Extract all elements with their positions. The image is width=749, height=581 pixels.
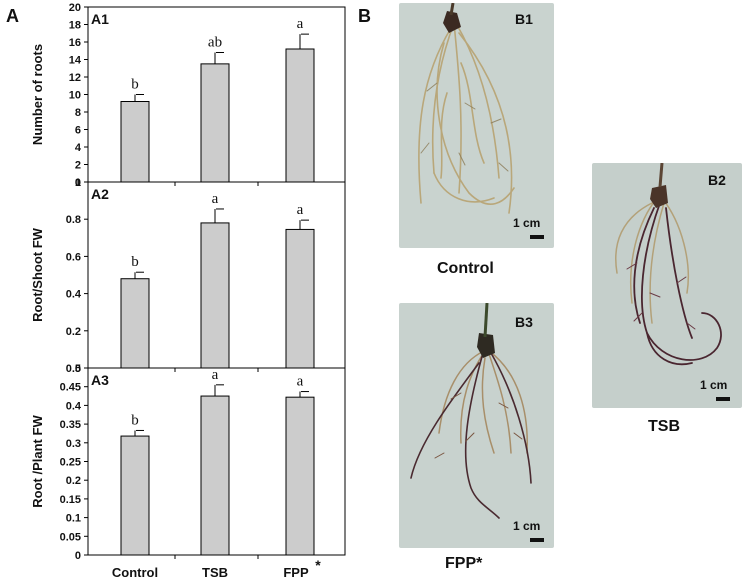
significance-letter-A1: a bbox=[297, 16, 304, 32]
photo-b1-control-roots bbox=[399, 3, 554, 248]
y-tick-label-A1: 8 bbox=[75, 107, 81, 119]
root-illustration-icon bbox=[399, 303, 554, 548]
y-tick-label-A1: 20 bbox=[69, 2, 81, 14]
panel-letter-a: A bbox=[6, 6, 19, 26]
y-tick-label-A3: 0.3 bbox=[66, 438, 81, 450]
y-tick-label-A1: 16 bbox=[69, 37, 81, 49]
photo-b1-scale-label: 1 cm bbox=[513, 216, 541, 230]
significance-letter-A2: a bbox=[212, 191, 219, 207]
y-tick-label-A3: 0.25 bbox=[60, 457, 81, 469]
y-axis-label-A2: Root/Shoot FW bbox=[30, 227, 45, 322]
bar-A1-control bbox=[120, 101, 150, 183]
photo-b2-scale-label: 1 cm bbox=[700, 378, 728, 392]
y-axis-label-A1: Number of roots bbox=[30, 44, 45, 145]
significance-letter-A2: b bbox=[131, 254, 139, 270]
photo-b1-caption: Control bbox=[437, 260, 494, 277]
significance-letter-A3: a bbox=[212, 367, 219, 383]
significance-letter-A3: a bbox=[297, 374, 304, 390]
bar-A2-fpp bbox=[285, 228, 315, 369]
y-tick-label-A3: 0.15 bbox=[60, 494, 81, 506]
y-tick-label-A1: 12 bbox=[69, 72, 81, 84]
bar-A3-tsb bbox=[200, 395, 230, 556]
bar-A1-fpp bbox=[285, 48, 315, 183]
subpanel-label-A2: A2 bbox=[91, 186, 109, 202]
y-tick-label-A1: 4 bbox=[75, 142, 82, 154]
y-tick-label-A1: 2 bbox=[75, 160, 81, 172]
y-tick-label-A2: 0.2 bbox=[66, 326, 81, 338]
significance-letter-A2: a bbox=[297, 202, 304, 218]
photo-b3-scale-label: 1 cm bbox=[513, 519, 541, 533]
subpanel-label-A3: A3 bbox=[91, 372, 109, 388]
bar-A2-control bbox=[120, 278, 150, 369]
photo-b2-caption: TSB bbox=[648, 418, 680, 435]
photo-b2-scale-bar bbox=[716, 397, 730, 401]
y-tick-label-A3: 0.45 bbox=[60, 382, 81, 394]
photo-b3-fpp-roots bbox=[399, 303, 554, 548]
y-tick-label-A3: 0.2 bbox=[66, 475, 81, 487]
y-tick-label-A2: 0 bbox=[75, 363, 81, 375]
root-illustration-icon bbox=[592, 163, 742, 408]
y-tick-label-A2: 0.8 bbox=[66, 214, 81, 226]
photo-b1-tag: B1 bbox=[515, 11, 533, 27]
y-tick-label-A3: 0.5 bbox=[66, 363, 81, 375]
root-illustration-icon bbox=[399, 3, 554, 248]
photo-b1-scale-bar bbox=[530, 235, 544, 239]
bar-A3-control bbox=[120, 435, 150, 556]
y-tick-label-A1: 14 bbox=[69, 55, 82, 67]
y-tick-label-A2: 1 bbox=[75, 177, 81, 189]
y-tick-label-A1: 18 bbox=[69, 20, 81, 32]
y-tick-label-A2: 0.4 bbox=[66, 289, 82, 301]
photo-b3-tag: B3 bbox=[515, 314, 533, 330]
photo-b2-tag: B2 bbox=[708, 172, 726, 188]
fpp-asterisk: * bbox=[315, 557, 321, 573]
panel-letter-b: B bbox=[358, 6, 371, 26]
y-tick-label-A3: 0.35 bbox=[60, 419, 81, 431]
y-tick-label-A3: 0.05 bbox=[60, 531, 81, 543]
bar-A2-tsb bbox=[200, 222, 230, 369]
subpanel-label-A1: A1 bbox=[91, 11, 109, 27]
x-tick-label-fpp: FPP bbox=[283, 565, 309, 580]
y-tick-label-A1: 0 bbox=[75, 177, 81, 189]
y-tick-label-A1: 10 bbox=[69, 90, 81, 102]
photo-b3-scale-bar bbox=[530, 538, 544, 542]
y-tick-label-A3: 0.4 bbox=[66, 400, 82, 412]
significance-letter-A1: b bbox=[131, 77, 139, 93]
y-axis-label-A3: Root /Plant FW bbox=[30, 415, 45, 508]
significance-letter-A1: ab bbox=[208, 35, 222, 51]
photo-b2-tsb-roots bbox=[592, 163, 742, 408]
y-tick-label-A3: 0 bbox=[75, 550, 81, 562]
y-tick-label-A3: 0.1 bbox=[66, 513, 81, 525]
x-tick-label-tsb: TSB bbox=[202, 565, 228, 580]
significance-letter-A3: b bbox=[131, 412, 139, 428]
bar-A3-fpp bbox=[285, 396, 315, 556]
x-tick-label-control: Control bbox=[112, 565, 158, 580]
y-tick-label-A2: 0.6 bbox=[66, 251, 81, 263]
bar-A1-tsb bbox=[200, 63, 230, 183]
y-tick-label-A1: 6 bbox=[75, 125, 81, 137]
photo-b3-caption: FPP* bbox=[445, 555, 483, 572]
